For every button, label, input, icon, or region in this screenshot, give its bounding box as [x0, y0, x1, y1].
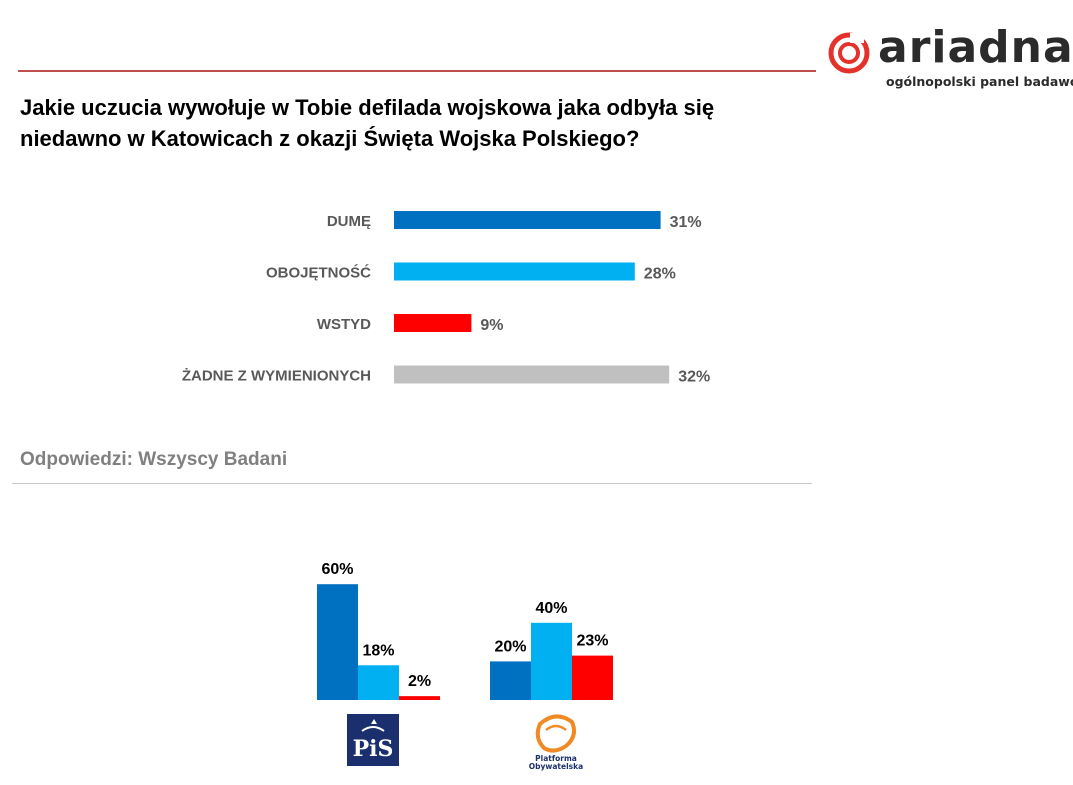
category-label: ŻADNE Z WYMIENIONYCH [182, 368, 371, 385]
value-label: 20% [494, 638, 526, 655]
value-label: 31% [670, 214, 702, 231]
category-label: DUMĘ [327, 213, 371, 230]
category-label: WSTYD [317, 316, 371, 333]
value-label: 2% [408, 673, 431, 690]
respondents-note: Odpowiedzi: Wszyscy Badani [20, 449, 288, 470]
bar [399, 696, 440, 700]
bar [490, 661, 531, 700]
bar [531, 622, 572, 700]
bar [572, 655, 613, 700]
bar [394, 262, 635, 281]
bar [358, 665, 399, 700]
value-label: 60% [321, 561, 353, 578]
value-label: 40% [535, 600, 567, 617]
bar [394, 211, 661, 229]
brand-name: ariadna [878, 22, 1073, 73]
value-label: 9% [480, 317, 503, 334]
po-logo-line2: Obywatelska [529, 762, 583, 771]
pis-logo-text: PiS [353, 736, 394, 762]
bar [317, 584, 358, 700]
party-results-chart: 60% 18% 2% 20% 40% 23% [317, 561, 613, 700]
bar [394, 365, 670, 384]
pis-logo: PiS [347, 714, 399, 766]
value-label: 23% [576, 633, 608, 650]
po-logo-line1: Platforma [535, 754, 577, 763]
value-label: 32% [678, 369, 710, 386]
value-label: 18% [362, 642, 394, 659]
overall-results-chart: DUMĘ 31% OBOJĘTNOŚĆ 28% WSTYD 9% ŻADNE Z WYMIE… [182, 211, 710, 386]
section-divider [12, 483, 812, 484]
po-logo: Platforma Obywatelska [529, 714, 583, 771]
header-rule [18, 70, 816, 72]
bar [394, 314, 472, 332]
ariadna-spiral-icon [828, 32, 870, 74]
survey-question: Jakie uczucia wywołuje w Tobie defilada … [20, 95, 715, 151]
category-label: OBOJĘTNOŚĆ [266, 264, 371, 282]
value-label: 28% [644, 266, 676, 283]
brand-tagline: ogólnopolski panel badawczy [886, 74, 1073, 89]
ariadna-logo: ariadna ogólnopolski panel badawczy [826, 22, 1073, 92]
